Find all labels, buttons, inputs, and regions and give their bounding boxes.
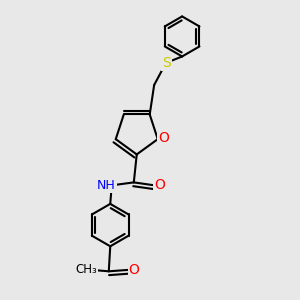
Text: O: O bbox=[158, 131, 169, 145]
Text: CH₃: CH₃ bbox=[76, 263, 97, 276]
Text: NH: NH bbox=[97, 179, 116, 192]
Text: S: S bbox=[162, 56, 171, 70]
Text: O: O bbox=[129, 263, 140, 277]
Text: O: O bbox=[154, 178, 165, 192]
